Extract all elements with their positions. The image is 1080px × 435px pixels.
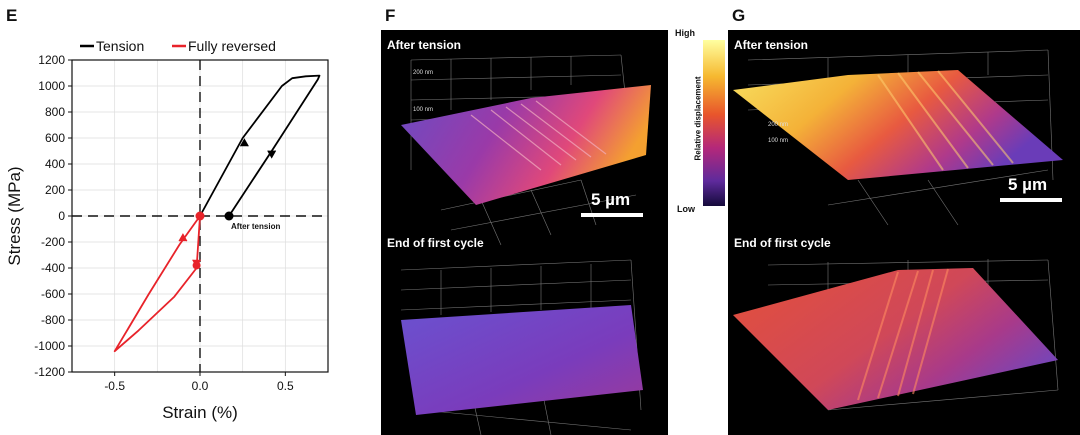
y-tick-label: 1000 xyxy=(38,79,65,93)
series-line-1 xyxy=(113,215,201,353)
panel-label-g: G xyxy=(732,6,746,25)
colorbar-gradient xyxy=(703,40,725,206)
y-axis-label: Stress (MPa) xyxy=(5,166,24,265)
colorbar-title: Relative displacement xyxy=(693,76,703,161)
legend-label-0: Tension xyxy=(96,38,144,54)
panel-f-scale-label: 5 µm xyxy=(591,190,631,209)
panel-g-top-title: After tension xyxy=(734,38,809,52)
panel-label-e: E xyxy=(6,6,18,25)
panel-f-scale-bar xyxy=(581,213,643,217)
colorbar-low-label: Low xyxy=(677,204,695,214)
colorbar-high-label: High xyxy=(675,28,695,38)
tension-loading-arrow xyxy=(239,138,249,147)
displacement-colorbar: High Low Relative displacement xyxy=(673,28,725,214)
chart-series xyxy=(113,74,321,353)
y-tick-label: -800 xyxy=(41,313,65,327)
panel-g-bottom-title: End of first cycle xyxy=(734,236,831,250)
y-tick-label: 1200 xyxy=(38,53,65,67)
after-tension-annotation: After tension xyxy=(231,222,280,231)
panel-g-image: After tension End of first cycle 200 nm … xyxy=(728,30,1080,435)
x-tick-label: -0.5 xyxy=(104,379,125,393)
panel-g-scale-label: 5 µm xyxy=(1008,175,1048,194)
series-line-0 xyxy=(199,74,321,217)
y-tick-label: -200 xyxy=(41,235,65,249)
y-tick-label: -600 xyxy=(41,287,65,301)
reversed-arrow-up xyxy=(178,233,188,242)
reversed-marker xyxy=(192,261,201,270)
y-tick-label: 600 xyxy=(45,131,65,145)
y-tick-label: 400 xyxy=(45,157,65,171)
tension-unloading-arrow xyxy=(267,150,277,159)
panel-label-f: F xyxy=(385,6,396,25)
panel-f-nm-label-200: 200 nm xyxy=(413,70,434,76)
panel-f-top-title: After tension xyxy=(387,38,462,52)
y-tick-label: -1000 xyxy=(34,339,65,353)
y-tick-label: -400 xyxy=(41,261,65,275)
panel-g-nm-label-200: 200 nm xyxy=(768,122,789,128)
x-tick-label: 0.5 xyxy=(277,379,294,393)
x-tick-label: 0.0 xyxy=(192,379,209,393)
after-tension-marker xyxy=(224,211,234,221)
y-tick-label: 800 xyxy=(45,105,65,119)
panel-f-nm-label-100: 100 nm xyxy=(413,107,434,113)
y-tick-label: 0 xyxy=(58,209,65,223)
origin-marker xyxy=(195,211,205,221)
stress-strain-chart: -1200 -1000 -800 -600 -400 -200 0 200 400 600 800 1… xyxy=(5,38,329,422)
y-tick-label: -1200 xyxy=(34,365,65,379)
panel-g-scale-bar xyxy=(1000,198,1062,202)
panel-f-bottom-title: End of first cycle xyxy=(387,236,484,250)
panel-f-image: After tension End of first cycle 200 nm … xyxy=(381,30,668,435)
panel-g-nm-label-100: 100 nm xyxy=(768,138,789,144)
chart-legend: Tension Fully reversed xyxy=(80,38,276,54)
x-axis-label: Strain (%) xyxy=(162,403,238,422)
legend-label-1: Fully reversed xyxy=(188,38,276,54)
y-tick-label: 200 xyxy=(45,183,65,197)
chart-axes: -1200 -1000 -800 -600 -400 -200 0 200 400 600 800 1… xyxy=(34,53,329,393)
